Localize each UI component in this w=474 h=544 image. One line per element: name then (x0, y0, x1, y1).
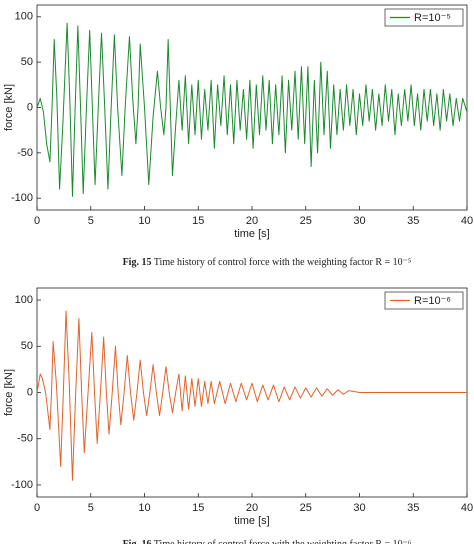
y-tick-label: 100 (15, 11, 33, 23)
caption-text: Time history of control force with the w… (154, 539, 412, 544)
x-tick-label: 5 (88, 502, 94, 514)
data-line (36, 310, 467, 481)
y-tick-label: 50 (21, 56, 33, 68)
caption-label: Fig. 15 (123, 257, 152, 268)
x-tick-label: 15 (192, 215, 204, 227)
y-tick-label: -50 (17, 433, 33, 445)
y-tick-label: -100 (11, 479, 33, 491)
y-tick-label: 100 (15, 294, 33, 306)
legend-box (384, 8, 464, 27)
x-tick-label: 0 (34, 215, 40, 227)
x-tick-label: 30 (353, 215, 365, 227)
x-axis-label: time [s] (234, 228, 269, 240)
x-tick-label: 25 (300, 502, 312, 514)
x-tick-label: 35 (407, 502, 419, 514)
x-tick-label: 15 (192, 502, 204, 514)
x-tick-label: 20 (246, 215, 258, 227)
x-tick-label: 0 (34, 502, 40, 514)
caption-text: Time history of control force with the w… (154, 257, 412, 268)
x-tick-label: 30 (353, 502, 365, 514)
caption: Fig. 16 Time history of control force wi… (123, 539, 412, 544)
y-tick-label: 0 (27, 386, 33, 398)
x-tick-label: 25 (300, 215, 312, 227)
x-tick-label: 40 (461, 502, 473, 514)
x-tick-label: 10 (138, 502, 150, 514)
caption-label: Fig. 16 (123, 539, 152, 544)
x-tick-label: 40 (461, 215, 473, 227)
legend-label: R=10⁻⁵ (414, 12, 451, 24)
legend-label: R=10⁻⁶ (414, 295, 451, 307)
data-line (36, 22, 468, 197)
caption: Fig. 15 Time history of control force wi… (123, 257, 412, 268)
y-tick-label: 50 (21, 340, 33, 352)
x-tick-label: 35 (407, 215, 419, 227)
y-axis-label: force [kN] (3, 84, 15, 131)
x-tick-label: 5 (88, 215, 94, 227)
y-tick-label: 0 (27, 101, 33, 113)
x-axis-label: time [s] (234, 515, 269, 527)
y-tick-label: -100 (11, 192, 33, 204)
x-tick-label: 20 (246, 502, 258, 514)
y-tick-label: -50 (17, 147, 33, 159)
x-tick-label: 10 (138, 215, 150, 227)
y-axis-label: force [kN] (3, 369, 15, 416)
legend-box (384, 291, 464, 310)
